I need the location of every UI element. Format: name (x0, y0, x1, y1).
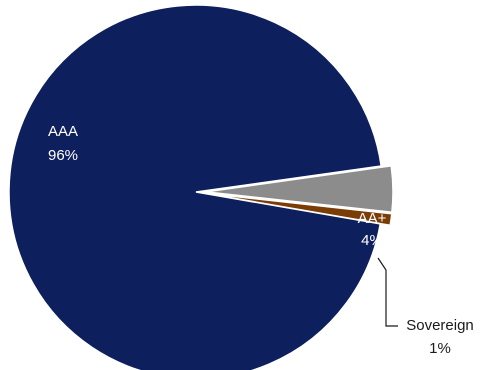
slice-label-sovereign-name: Sovereign (406, 317, 474, 334)
slice-label-aa-plus-name: AA+ (358, 210, 387, 227)
leader-line-sovereign (377, 257, 398, 327)
slice-label-aaa-value: 96% (48, 147, 78, 164)
slice-label-aa-plus-value: 4% (361, 232, 383, 249)
slice-label-aaa-name: AAA (48, 123, 78, 140)
slice-label-sovereign-value: 1% (429, 340, 451, 357)
pie-slice-aaa (8, 4, 383, 370)
pie-slice-aa (205, 164, 394, 214)
